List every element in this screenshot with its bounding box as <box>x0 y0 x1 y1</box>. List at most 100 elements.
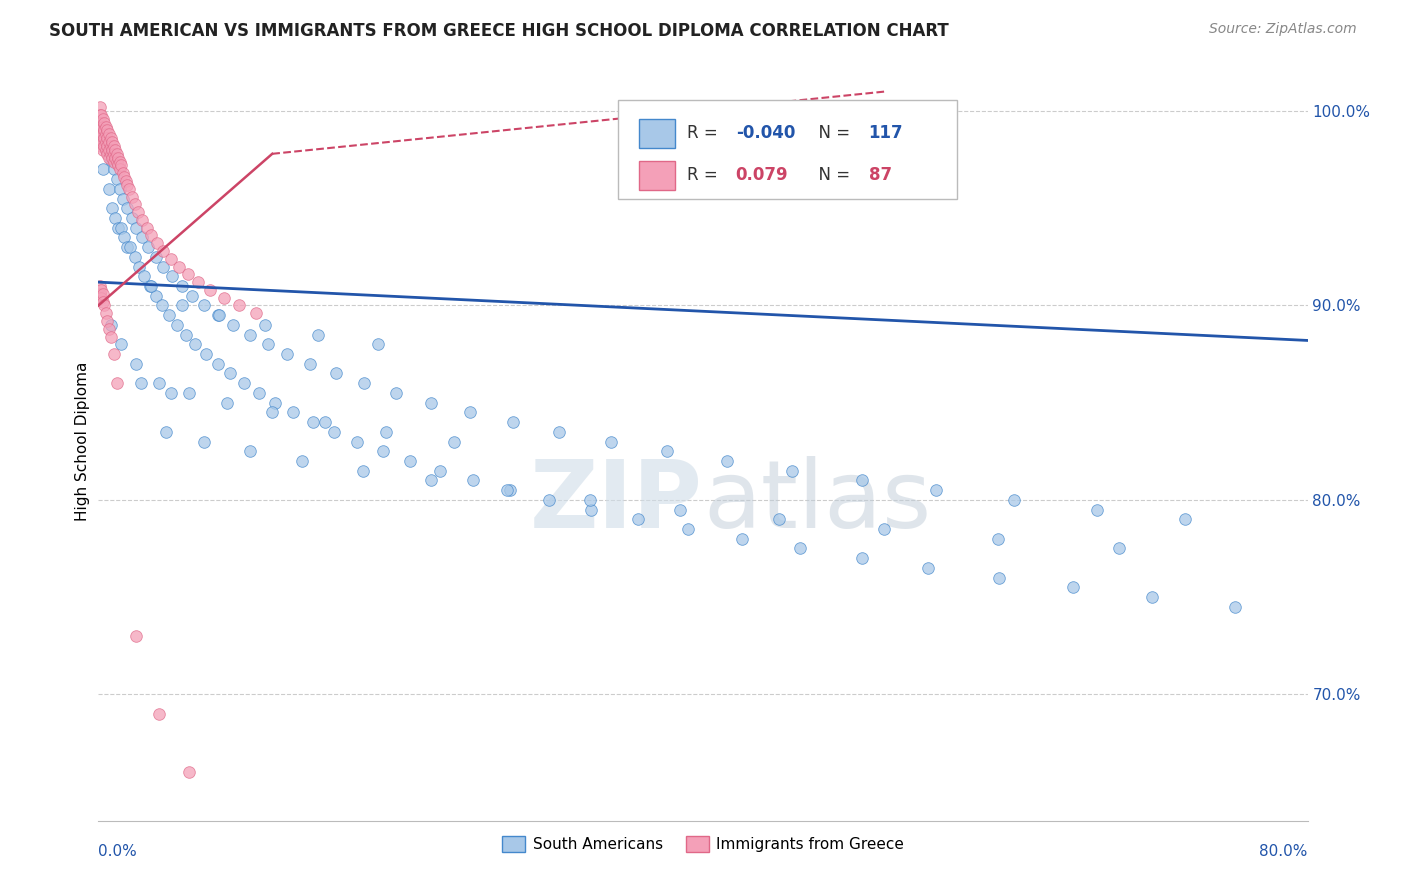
Point <box>91 286 114 301</box>
Point <box>90 108 112 122</box>
Point <box>245 306 267 320</box>
Point <box>139 279 162 293</box>
Point <box>114 174 136 188</box>
Point <box>599 434 621 449</box>
Point <box>148 706 170 721</box>
Point <box>1223 599 1246 614</box>
Point <box>101 201 124 215</box>
Point <box>232 376 254 391</box>
Point <box>152 260 174 274</box>
Text: 80.0%: 80.0% <box>1260 844 1308 859</box>
Point <box>94 120 117 134</box>
Point <box>93 116 115 130</box>
Point <box>152 244 174 258</box>
Text: N =: N = <box>808 124 856 142</box>
Point <box>89 123 111 137</box>
Point <box>91 135 114 149</box>
Point <box>579 502 602 516</box>
Point <box>1108 541 1130 556</box>
Point <box>789 541 811 556</box>
Point <box>353 376 375 391</box>
Point <box>105 172 128 186</box>
Point <box>917 561 939 575</box>
Point <box>253 318 276 332</box>
Point <box>90 131 112 145</box>
Point <box>103 146 125 161</box>
Point <box>302 415 325 429</box>
Point <box>112 170 135 185</box>
Point <box>96 131 118 145</box>
Point <box>174 327 197 342</box>
Point <box>463 474 485 488</box>
Point <box>124 250 146 264</box>
Point <box>94 135 117 149</box>
Point <box>179 765 201 780</box>
Point <box>458 405 481 419</box>
Point <box>780 464 803 478</box>
Point <box>98 143 121 157</box>
Point <box>367 337 389 351</box>
Y-axis label: High School Diploma: High School Diploma <box>75 362 90 521</box>
Point <box>495 483 517 497</box>
Point <box>94 143 117 157</box>
Point <box>121 211 143 225</box>
Point <box>676 522 699 536</box>
Point <box>90 116 112 130</box>
Point <box>160 386 183 401</box>
Point <box>90 283 112 297</box>
Point <box>262 405 284 419</box>
Point <box>112 230 135 244</box>
Point <box>148 376 170 391</box>
Point <box>89 286 111 301</box>
Point <box>429 464 451 478</box>
Point <box>276 347 298 361</box>
Point <box>100 153 122 167</box>
Text: atlas: atlas <box>703 456 931 549</box>
Point <box>291 454 314 468</box>
Point <box>127 205 149 219</box>
Point <box>132 269 155 284</box>
Point <box>98 151 121 165</box>
Text: -0.040: -0.040 <box>735 124 794 142</box>
Point <box>578 492 600 507</box>
Point <box>155 425 177 439</box>
Point <box>89 108 111 122</box>
Point <box>498 483 520 497</box>
Point <box>94 128 117 142</box>
Point <box>111 166 134 180</box>
Point <box>110 337 132 351</box>
Point <box>108 182 131 196</box>
Point <box>181 289 204 303</box>
Point <box>129 376 152 391</box>
Point <box>115 240 138 254</box>
Point <box>111 192 134 206</box>
Point <box>91 294 114 309</box>
Point <box>1174 512 1197 526</box>
Point <box>187 275 209 289</box>
Point <box>105 146 128 161</box>
Text: 87: 87 <box>869 166 891 184</box>
Point <box>1062 580 1084 594</box>
Point <box>502 415 524 429</box>
Point <box>115 201 138 215</box>
Point <box>207 357 229 371</box>
Point <box>212 291 235 305</box>
Point <box>247 386 270 401</box>
Point <box>162 269 184 284</box>
Point <box>131 230 153 244</box>
Point <box>125 629 148 643</box>
Point <box>170 298 193 312</box>
Point <box>215 395 238 409</box>
Point <box>194 347 217 361</box>
Point <box>94 143 117 157</box>
Point <box>167 260 190 274</box>
Point <box>548 425 571 439</box>
Point <box>110 220 132 235</box>
Point <box>135 220 157 235</box>
Text: ZIP: ZIP <box>530 456 703 549</box>
Point <box>537 492 560 507</box>
Point <box>103 162 125 177</box>
Point <box>104 143 127 157</box>
Text: 0.0%: 0.0% <box>98 844 138 859</box>
Point <box>170 279 193 293</box>
